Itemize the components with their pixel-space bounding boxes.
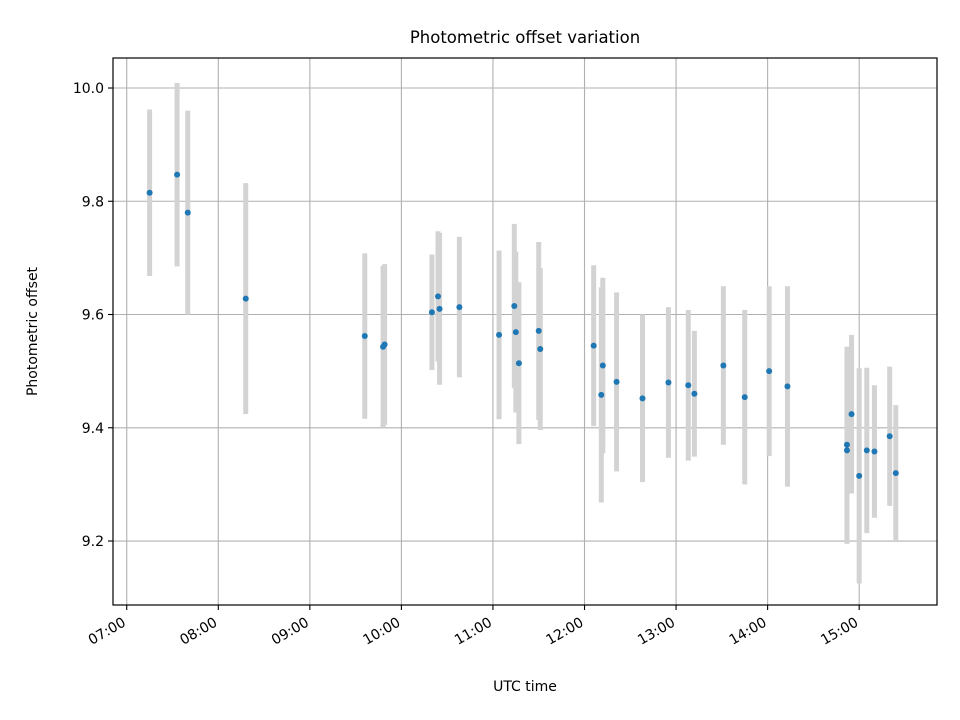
data-point xyxy=(590,342,597,349)
data-point xyxy=(512,329,519,336)
data-point xyxy=(381,341,388,348)
data-point xyxy=(613,378,620,385)
data-point xyxy=(496,331,503,338)
y-tick-label: 9.2 xyxy=(82,534,104,550)
grid-lines xyxy=(113,58,937,605)
data-point xyxy=(843,441,850,448)
data-point xyxy=(848,411,855,418)
data-point xyxy=(515,360,522,367)
data-point xyxy=(535,327,542,334)
data-point xyxy=(456,304,463,311)
data-point xyxy=(428,309,435,316)
data-point xyxy=(843,447,850,454)
data-point xyxy=(599,362,606,369)
data-point xyxy=(685,382,692,389)
data-point xyxy=(184,209,191,216)
data-point xyxy=(691,390,698,397)
data-point xyxy=(863,447,870,454)
y-axis-label: Photometric offset xyxy=(25,266,41,396)
y-tick-label: 9.8 xyxy=(82,194,104,210)
data-point xyxy=(435,293,442,300)
y-tick-label: 9.6 xyxy=(82,308,104,324)
data-point xyxy=(639,395,646,402)
data-point xyxy=(886,433,893,440)
y-tick-label: 9.4 xyxy=(82,421,104,437)
data-point xyxy=(537,346,544,353)
data-point xyxy=(598,391,605,398)
data-point xyxy=(892,470,899,477)
data-points xyxy=(146,171,899,479)
data-point xyxy=(784,383,791,390)
y-axis-ticks: 9.2 9.4 9.6 9.8 10.0 xyxy=(73,81,113,550)
data-point xyxy=(856,472,863,479)
data-point xyxy=(361,333,368,340)
data-point xyxy=(871,448,878,455)
data-point xyxy=(720,362,727,369)
data-point xyxy=(242,295,249,302)
data-point xyxy=(174,171,181,178)
chart-title: Photometric offset variation xyxy=(410,28,640,47)
y-tick-label: 10.0 xyxy=(73,81,104,97)
data-point xyxy=(741,394,748,401)
data-point xyxy=(766,368,773,375)
x-axis-label: UTC time xyxy=(493,679,557,695)
data-point xyxy=(146,189,153,196)
data-point xyxy=(436,305,443,312)
plot-frame xyxy=(112,57,938,606)
data-point xyxy=(665,379,672,386)
data-point xyxy=(511,303,518,310)
